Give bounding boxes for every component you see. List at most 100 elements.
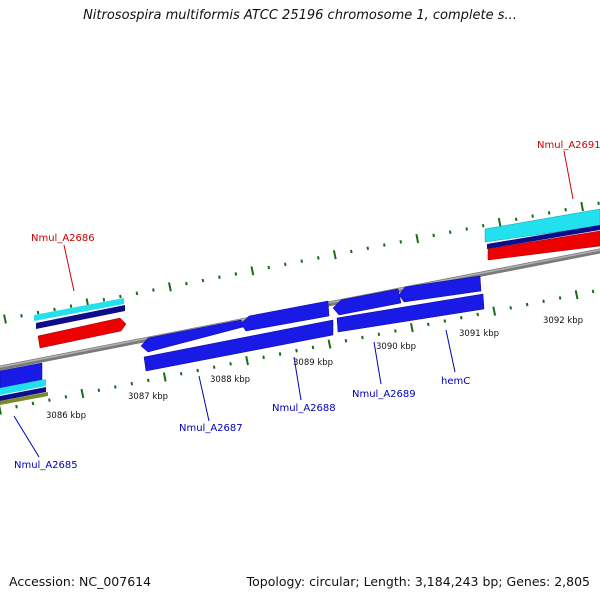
minor-tick	[97, 388, 101, 393]
major-tick	[3, 314, 7, 324]
minor-tick	[201, 278, 205, 283]
cds-dark-bar	[36, 305, 125, 329]
gene-label[interactable]: Nmul_A2688	[272, 403, 336, 414]
major-tick	[580, 201, 584, 212]
minor-tick	[152, 288, 155, 292]
minor-tick	[465, 227, 468, 231]
major-tick	[250, 266, 255, 276]
major-tick	[415, 234, 420, 244]
major-tick	[492, 306, 497, 316]
scale-label: 3091 kbp	[459, 329, 499, 339]
feature-nmul-a2691[interactable]	[484, 208, 600, 261]
major-tick	[327, 339, 332, 349]
minor-tick	[564, 207, 567, 212]
minor-tick	[547, 211, 551, 215]
minor-tick	[394, 329, 397, 333]
minor-tick	[443, 319, 447, 323]
minor-tick	[295, 348, 298, 353]
minor-tick	[119, 294, 122, 299]
minor-tick	[366, 246, 370, 250]
minor-tick	[147, 378, 150, 383]
cds-blue-bar	[143, 319, 334, 372]
gene-label[interactable]: Nmul_A2685	[14, 460, 78, 471]
minor-tick	[361, 335, 364, 340]
gene-label[interactable]: Nmul_A2691	[537, 140, 600, 151]
major-tick	[332, 250, 337, 260]
cds-blue-bar	[336, 293, 485, 333]
gene-arrow-reverse[interactable]	[398, 275, 482, 303]
minor-tick	[278, 352, 282, 356]
minor-tick	[102, 297, 106, 302]
major-tick	[497, 217, 502, 228]
gene-label[interactable]: Nmul_A2689	[352, 389, 416, 400]
feature-nmul-a2687[interactable]	[140, 319, 334, 372]
major-tick	[0, 405, 2, 415]
minor-tick	[344, 338, 348, 343]
scale-label: 3089 kbp	[293, 358, 333, 368]
inner-tick-ring	[0, 289, 595, 415]
outer-tick-ring	[3, 201, 600, 324]
gene-labels: Nmul_A2691 Nmul_A2686 Nmul_A2685 Nmul_A2…	[14, 140, 600, 471]
minor-tick	[481, 224, 485, 228]
feature-nmul-a2689[interactable]	[332, 288, 485, 333]
gene-label[interactable]: Nmul_A2686	[31, 233, 95, 244]
scale-label: 3090 kbp	[376, 342, 416, 352]
gene-label[interactable]: Nmul_A2687	[179, 423, 243, 434]
cds-dark-bar	[487, 225, 600, 249]
minor-tick	[196, 368, 199, 373]
minor-tick	[558, 296, 562, 300]
gene-arrow-reverse[interactable]	[240, 300, 330, 332]
minor-tick	[284, 262, 287, 267]
scale-label: 3087 kbp	[128, 392, 168, 402]
accession-text: Accession: NC_007614	[9, 574, 152, 589]
cds-cyan-bar	[34, 298, 124, 321]
minor-tick	[36, 310, 40, 315]
minor-tick	[218, 275, 221, 279]
major-tick	[574, 290, 579, 300]
scale-label: 3088 kbp	[210, 375, 250, 385]
minor-tick	[383, 243, 386, 247]
gene-arrow-reverse[interactable]	[332, 288, 402, 316]
gene-arrow-forward[interactable]	[37, 317, 127, 349]
minor-tick	[514, 217, 518, 222]
genome-summary-text: Topology: circular; Length: 3,184,243 bp…	[246, 574, 590, 589]
feature-nmul-a2685[interactable]	[0, 362, 48, 405]
minor-tick	[525, 302, 529, 307]
gene-arrow-reverse[interactable]	[140, 319, 244, 353]
minor-tick	[591, 289, 595, 294]
olive-feature-bar	[0, 392, 48, 405]
feature-hemc[interactable]	[398, 275, 482, 303]
minor-tick	[179, 372, 183, 376]
minor-tick	[399, 240, 403, 244]
scale-label: 3086 kbp	[46, 411, 86, 421]
scale-labels: 3086 kbp 3087 kbp 3088 kbp 3089 kbp 3090…	[46, 316, 583, 421]
gene-label[interactable]: hemC	[441, 376, 470, 387]
map-title: Nitrosospira multiformis ATCC 25196 chro…	[83, 8, 517, 23]
minor-tick	[69, 304, 73, 308]
feature-nmul-a2686[interactable]	[34, 298, 127, 349]
minor-tick	[460, 316, 463, 320]
minor-tick	[509, 306, 512, 310]
feature-nmul-a2688[interactable]	[240, 300, 330, 332]
minor-tick	[476, 312, 480, 317]
minor-tick	[542, 299, 545, 303]
minor-tick	[267, 265, 271, 270]
minor-tick	[350, 249, 353, 254]
minor-tick	[448, 230, 452, 234]
minor-tick	[53, 307, 56, 312]
gene-arrow-forward[interactable]	[487, 230, 600, 261]
cds-dark-bar	[0, 387, 46, 401]
minor-tick	[130, 381, 134, 386]
minor-tick	[185, 281, 188, 286]
minor-tick	[262, 355, 265, 360]
minor-tick	[427, 322, 430, 327]
major-tick	[80, 388, 85, 399]
minor-tick	[229, 362, 232, 366]
scale-label: 3092 kbp	[543, 316, 583, 326]
label-leader-lines	[13, 150, 574, 458]
minor-tick	[317, 256, 320, 260]
minor-tick	[20, 314, 23, 318]
major-tick	[410, 323, 414, 333]
minor-tick	[135, 291, 139, 296]
